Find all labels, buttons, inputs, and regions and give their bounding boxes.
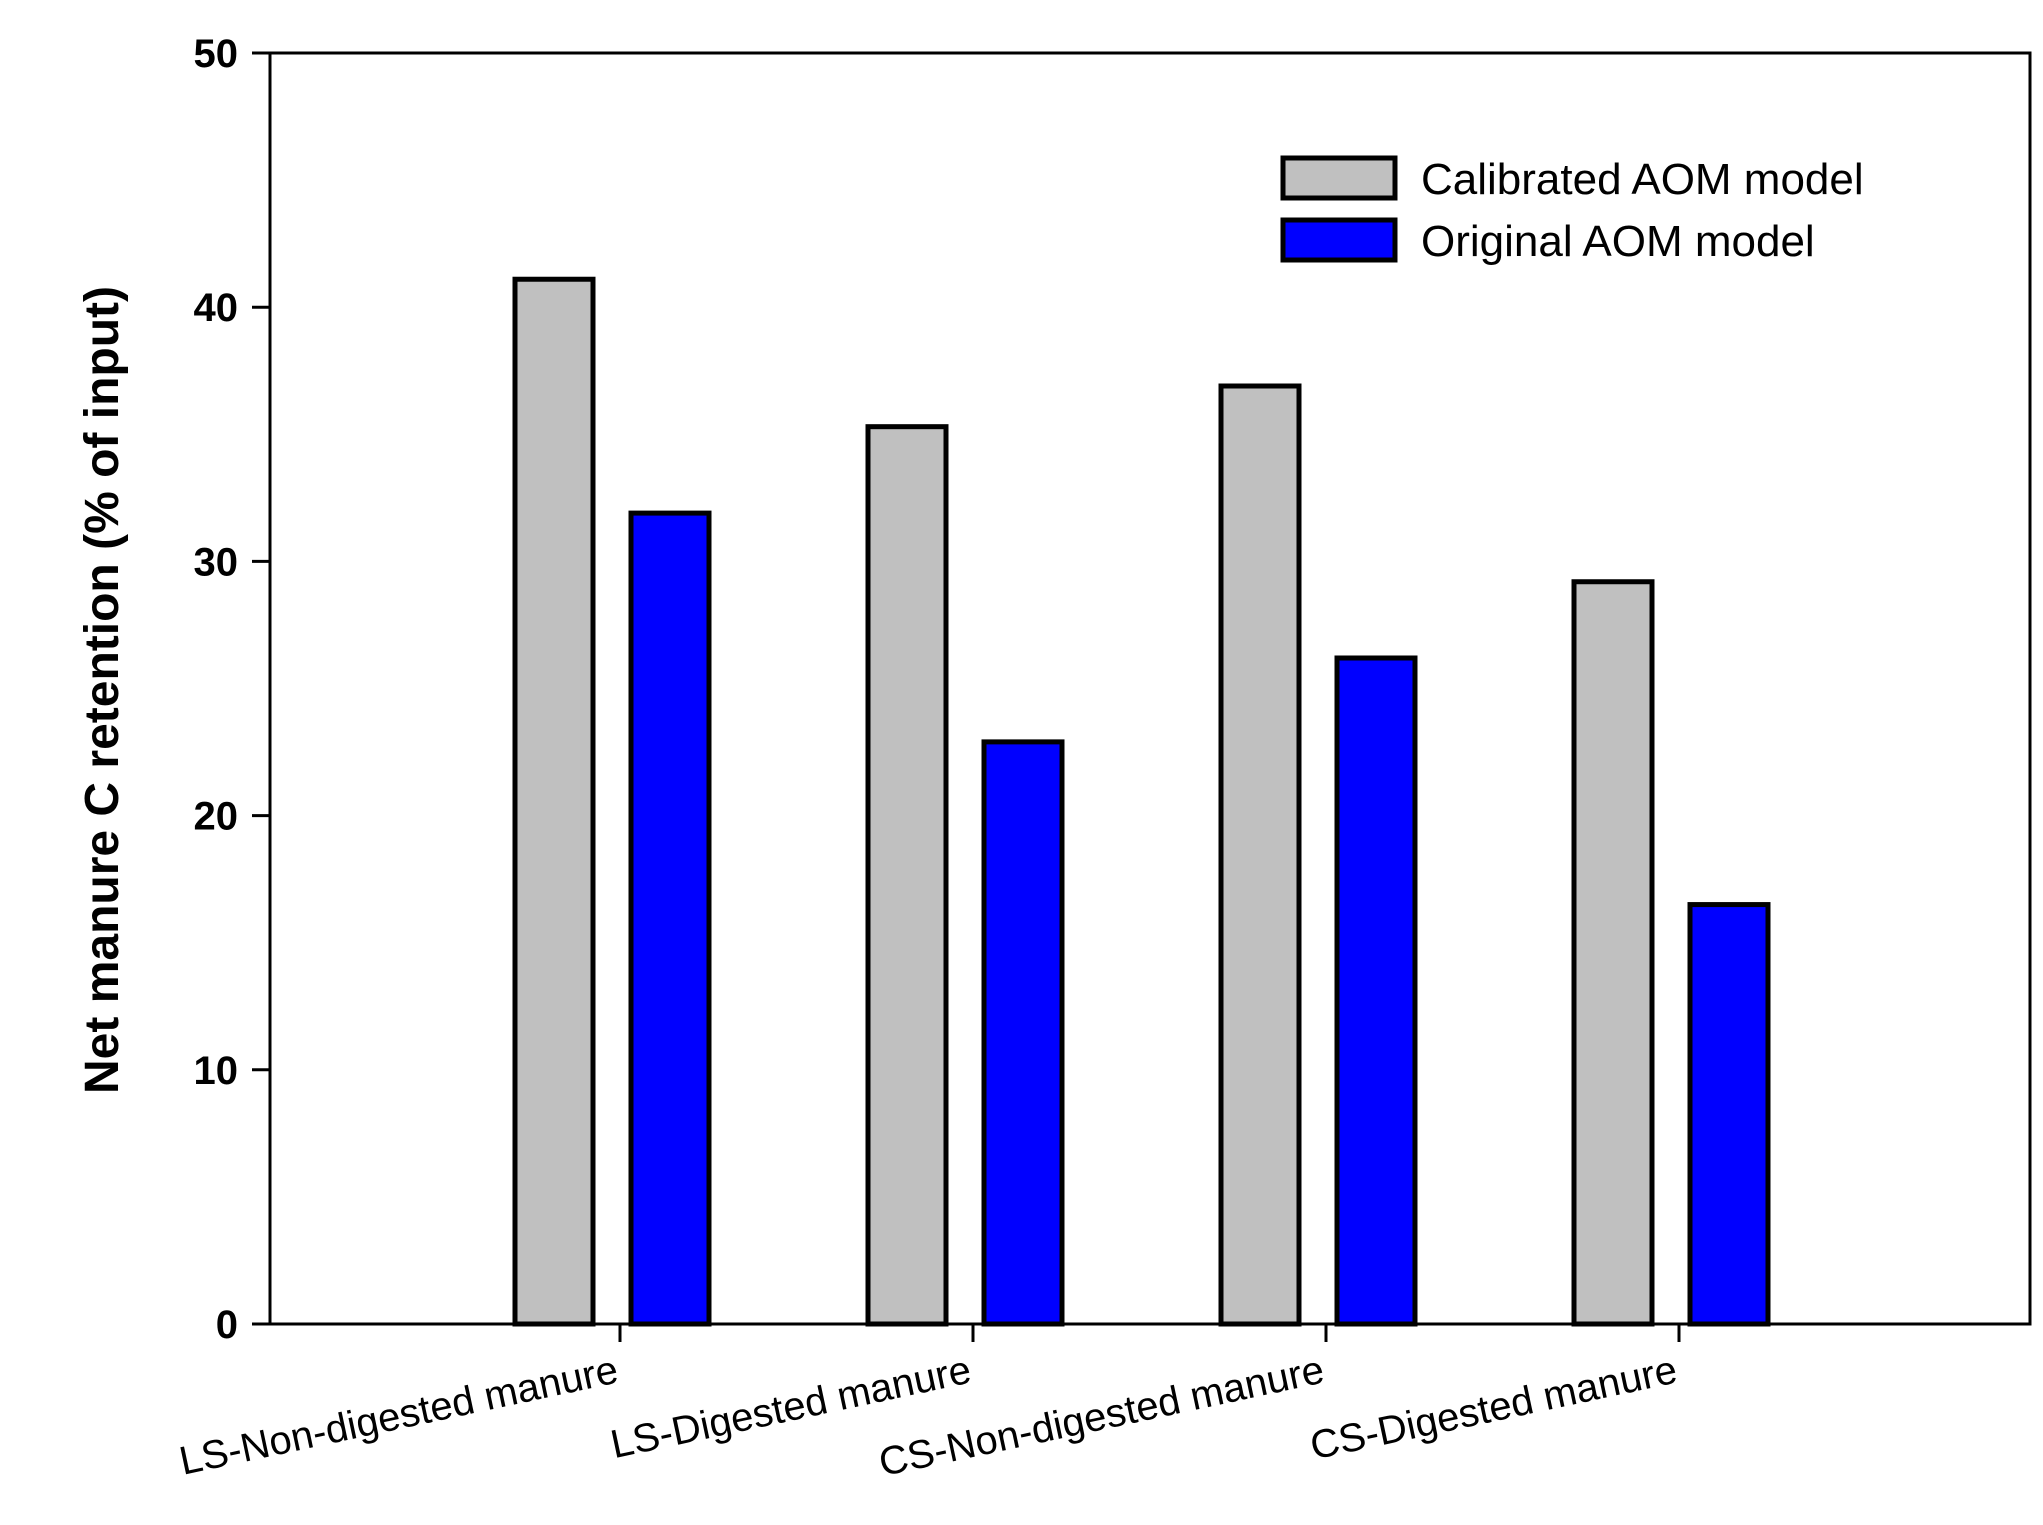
y-tick-label: 30: [194, 540, 239, 584]
legend-label: Original AOM model: [1421, 217, 1815, 266]
plot-frame: [268, 51, 2032, 1326]
bar-calibrated-4: [1571, 579, 1655, 1327]
y-tick-label: 20: [194, 795, 239, 839]
y-tick-label: 40: [194, 286, 239, 330]
bar-original-2: [981, 739, 1065, 1327]
x-tick-label: CS-Digested manure: [1306, 1348, 1680, 1469]
y-tick-label: 10: [194, 1049, 239, 1093]
x-tick-label: LS-Non-digested manure: [176, 1348, 622, 1484]
legend-label: Calibrated AOM model: [1421, 155, 1864, 204]
bar-calibrated-2: [865, 424, 949, 1327]
bar-original-4: [1687, 902, 1771, 1327]
y-axis-title: Net manure C retention (% of input): [76, 286, 129, 1094]
legend: Calibrated AOM model Original AOM model: [1280, 155, 1864, 266]
bar-calibrated-1: [512, 276, 596, 1327]
y-tick-label: 0: [216, 1303, 238, 1347]
legend-swatch: [1280, 217, 1398, 263]
bars-group: [512, 276, 1771, 1327]
y-axis: 0 10 20 30 40 50: [194, 32, 270, 1347]
bar-original-3: [1334, 655, 1418, 1327]
y-tick-label: 50: [194, 32, 239, 76]
bar-original-1: [628, 510, 712, 1327]
bar-calibrated-3: [1218, 383, 1302, 1327]
legend-swatch: [1280, 155, 1398, 201]
